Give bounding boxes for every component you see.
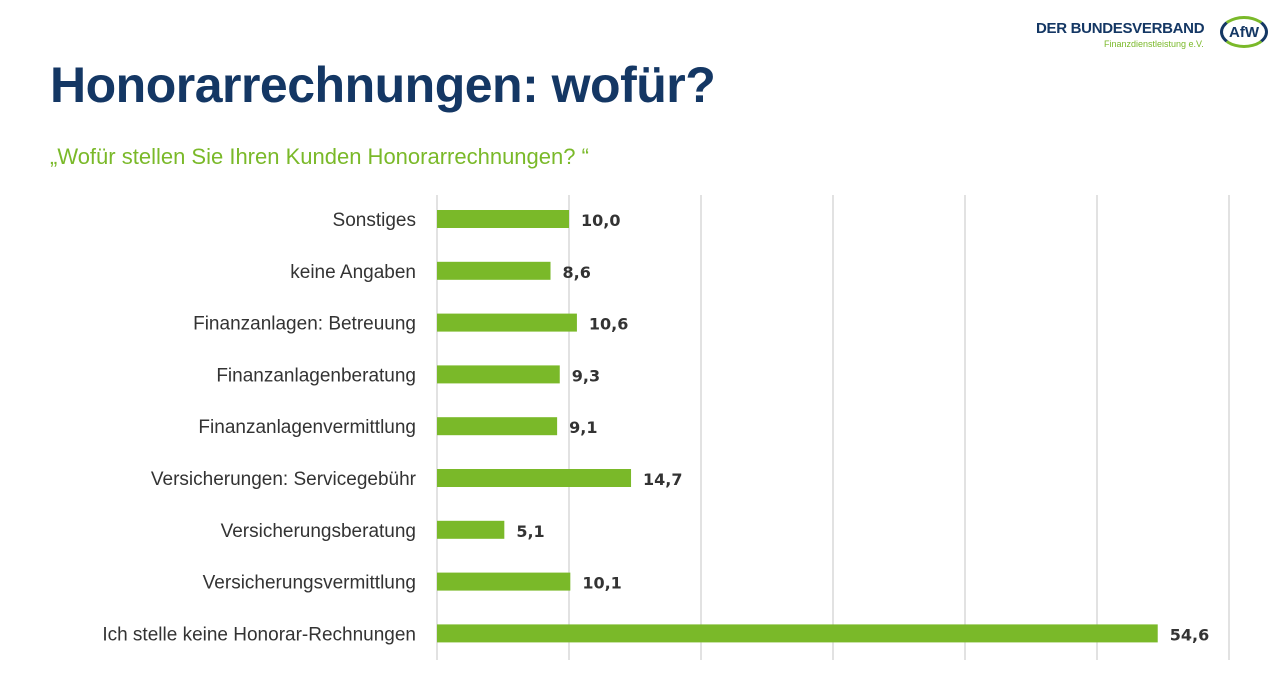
logo-badge: AfW xyxy=(1220,16,1268,48)
subtitle: „Wofür stellen Sie Ihren Kunden Honorarr… xyxy=(50,144,589,169)
data-label: 10,6 xyxy=(589,315,628,334)
afw-logo: DER BUNDESVERBAND Finanzdienstleistung e… xyxy=(1036,14,1276,56)
bar xyxy=(437,261,551,280)
data-label: 8,6 xyxy=(563,263,591,282)
bar xyxy=(437,572,571,591)
bar xyxy=(437,313,577,332)
category-label: Finanzanlagenvermittlung xyxy=(198,417,416,438)
bar xyxy=(437,365,560,384)
data-label: 54,6 xyxy=(1170,625,1209,644)
bar xyxy=(437,417,558,436)
data-label: 14,7 xyxy=(643,470,682,489)
bar xyxy=(437,624,1158,643)
bar xyxy=(437,469,632,487)
category-label: Finanzanlagen: Betreuung xyxy=(193,314,416,335)
category-label: Finanzanlagenberatung xyxy=(216,365,416,386)
bar xyxy=(437,210,569,228)
page-title: Honorarrechnungen: wofür? xyxy=(50,57,716,113)
category-label: Sonstiges xyxy=(333,210,416,231)
bar xyxy=(437,520,505,539)
data-label: 5,1 xyxy=(516,522,544,541)
data-label: 10,1 xyxy=(582,574,621,593)
data-label: 9,3 xyxy=(572,366,600,385)
category-label: Versicherungen: Servicegebühr xyxy=(151,469,417,490)
logo-line2: Finanzdienstleistung e.V. xyxy=(1104,39,1204,49)
category-label: Ich stelle keine Honorar-Rechnungen xyxy=(102,624,416,645)
category-label: keine Angaben xyxy=(290,262,416,283)
data-label: 10,0 xyxy=(581,211,620,230)
category-label: Versicherungsberatung xyxy=(221,521,416,542)
category-label: Versicherungsvermittlung xyxy=(203,573,416,594)
logo-line1: DER BUNDESVERBAND xyxy=(1036,20,1205,37)
data-label: 9,1 xyxy=(569,418,597,437)
